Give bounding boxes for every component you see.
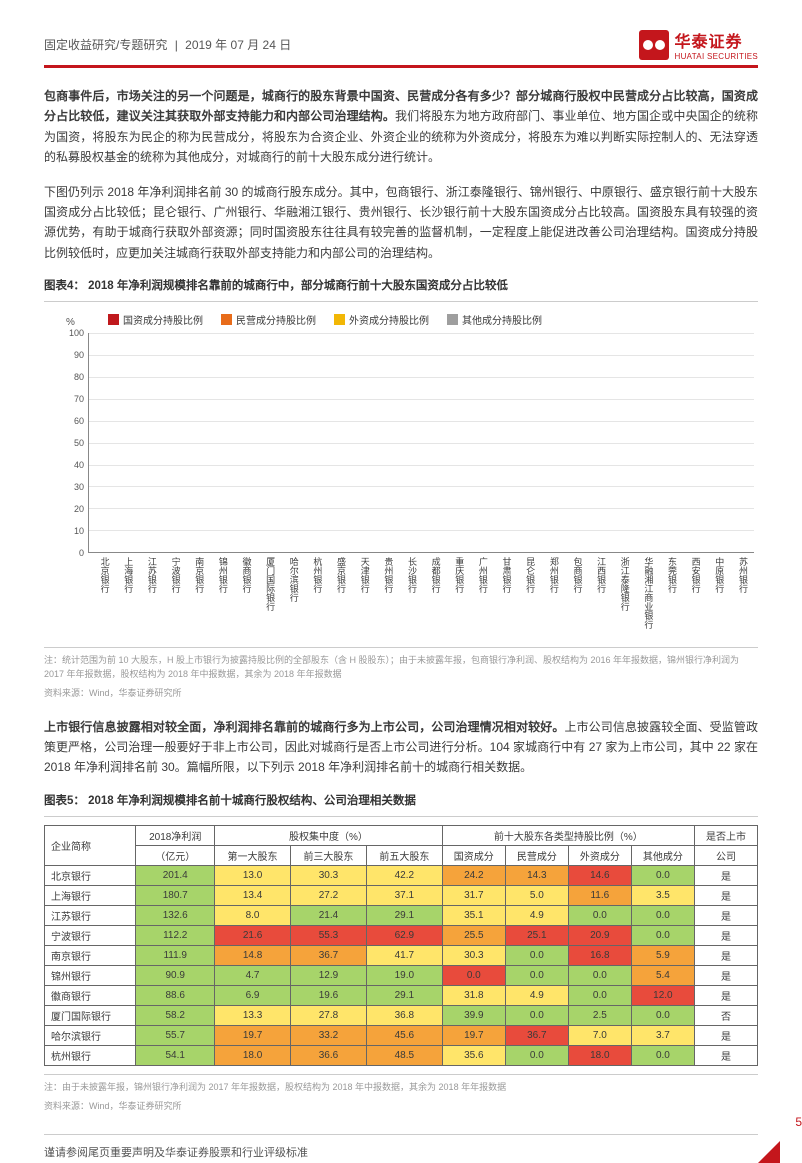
doc-date: 2019 年 07 月 24 日	[185, 38, 291, 52]
table-row: 江苏银行132.68.021.429.135.14.90.00.0是	[45, 905, 758, 925]
table-row: 上海银行180.713.427.237.131.75.011.63.5是	[45, 885, 758, 905]
x-axis-label: 浙江泰隆银行	[612, 557, 632, 643]
x-axis-label: 华融湘江商业银行	[636, 557, 656, 643]
page-footer: 谨请参阅尾页重要声明及华泰证券股票和行业评级标准 5	[44, 1134, 758, 1163]
paragraph-1: 包商事件后，市场关注的另一个问题是，城商行的股东背景中国资、民营成分各有多少？部…	[44, 86, 758, 168]
fig4-chart: 国资成分持股比例 民营成分持股比例 外资成分持股比例 其他成分持股比例 % 01020…	[44, 301, 758, 648]
x-axis-label: 长沙银行	[399, 557, 419, 643]
fig4-x-labels: 北京银行上海银行江苏银行宁波银行南京银行锦州银行徽商银行厦门国际银行哈尔滨银行杭…	[88, 557, 754, 643]
x-axis-label: 南京银行	[187, 557, 207, 643]
doc-category: 固定收益研究/专题研究	[44, 38, 167, 52]
table-row: 北京银行201.413.030.342.224.214.314.60.0是	[45, 865, 758, 885]
x-axis-label: 北京银行	[92, 557, 112, 643]
header-meta: 固定收益研究/专题研究 | 2019 年 07 月 24 日	[44, 36, 291, 53]
x-axis-label: 哈尔滨银行	[281, 557, 301, 643]
x-axis-label: 天津银行	[352, 557, 372, 643]
x-axis-label: 西安银行	[683, 557, 703, 643]
fig4-note1: 注：统计范围为前 10 大股东，H 股上市银行为披露持股比例的全部股东（含 H …	[44, 654, 758, 681]
brand-cn: 华泰证券	[675, 28, 758, 52]
table-row: 锦州银行90.94.712.919.00.00.00.05.4是	[45, 965, 758, 985]
legend-item: 其他成分持股比例	[447, 312, 542, 327]
x-axis-label: 苏州银行	[730, 557, 750, 643]
footer-disclaimer: 谨请参阅尾页重要声明及华泰证券股票和行业评级标准	[44, 1144, 308, 1160]
table-row: 杭州银行54.118.036.648.535.60.018.00.0是	[45, 1045, 758, 1065]
fig4-ylabel: %	[66, 317, 75, 328]
x-axis-label: 江苏银行	[139, 557, 159, 643]
x-axis-label: 杭州银行	[305, 557, 325, 643]
brand-logo: 华泰证券 HUATAI SECURITIES	[639, 28, 758, 61]
x-axis-label: 盛京银行	[328, 557, 348, 643]
table-row: 徽商银行88.66.919.629.131.84.90.012.0是	[45, 985, 758, 1005]
table-row: 宁波银行112.221.655.362.925.525.120.90.0是	[45, 925, 758, 945]
fig4-legend: 国资成分持股比例 民营成分持股比例 外资成分持股比例 其他成分持股比例	[108, 312, 754, 327]
paragraph-2: 下图仍列示 2018 年净利润排名前 30 的城商行股东成分。其中，包商银行、浙…	[44, 182, 758, 264]
fig5-table-wrap: 企业简称 2018净利润 股权集中度（%） 前十大股东各类型持股比例（%） 是否…	[44, 816, 758, 1075]
x-axis-label: 重庆银行	[447, 557, 467, 643]
x-axis-label: 东莞银行	[659, 557, 679, 643]
x-axis-label: 厦门国际银行	[257, 557, 277, 643]
x-axis-label: 郑州银行	[541, 557, 561, 643]
logo-mark-icon	[639, 30, 669, 60]
x-axis-label: 上海银行	[116, 557, 136, 643]
x-axis-label: 广州银行	[470, 557, 490, 643]
corner-triangle-icon	[758, 1141, 780, 1163]
x-axis-label: 宁波银行	[163, 557, 183, 643]
page-number: 5	[795, 1115, 802, 1129]
legend-item: 国资成分持股比例	[108, 312, 203, 327]
x-axis-label: 贵州银行	[376, 557, 396, 643]
paragraph-3: 上市银行信息披露相对较全面，净利润排名靠前的城商行多为上市公司，公司治理情况相对…	[44, 717, 758, 778]
legend-item: 民营成分持股比例	[221, 312, 316, 327]
x-axis-label: 中原银行	[707, 557, 727, 643]
page-header: 固定收益研究/专题研究 | 2019 年 07 月 24 日 华泰证券 HUAT…	[44, 28, 758, 68]
x-axis-label: 成都银行	[423, 557, 443, 643]
x-axis-label: 包商银行	[565, 557, 585, 643]
x-axis-label: 江西银行	[588, 557, 608, 643]
fig4-y-axis: % 0102030405060708090100	[48, 333, 88, 553]
x-axis-label: 徽商银行	[234, 557, 254, 643]
para3-bold: 上市银行信息披露相对较全面，净利润排名靠前的城商行多为上市公司，公司治理情况相对…	[44, 720, 564, 734]
fig5-table: 企业简称 2018净利润 股权集中度（%） 前十大股东各类型持股比例（%） 是否…	[44, 825, 758, 1066]
fig5-title: 图表5： 2018 年净利润规模排名前十城商行股权结构、公司治理相关数据	[44, 792, 758, 808]
fig4-plot-area	[88, 333, 754, 553]
fig5-note1: 注：由于未披露年报，锦州银行净利润为 2017 年年报数据，股权结构为 2018…	[44, 1081, 758, 1095]
table-row: 哈尔滨银行55.719.733.245.619.736.77.03.7是	[45, 1025, 758, 1045]
fig4-note2: 资料来源：Wind，华泰证券研究所	[44, 687, 758, 701]
table-row: 南京银行111.914.836.741.730.30.016.85.9是	[45, 945, 758, 965]
fig5-note2: 资料来源：Wind，华泰证券研究所	[44, 1100, 758, 1114]
fig4-title: 图表4： 2018 年净利润规模排名靠前的城商行中，部分城商行前十大股东国资成分…	[44, 277, 758, 293]
table-row: 厦门国际银行58.213.327.836.839.90.02.50.0否	[45, 1005, 758, 1025]
separator: |	[175, 38, 178, 52]
x-axis-label: 甘肃银行	[494, 557, 514, 643]
legend-item: 外资成分持股比例	[334, 312, 429, 327]
brand-en: HUATAI SECURITIES	[675, 52, 758, 61]
x-axis-label: 昆仑银行	[518, 557, 538, 643]
x-axis-label: 锦州银行	[210, 557, 230, 643]
